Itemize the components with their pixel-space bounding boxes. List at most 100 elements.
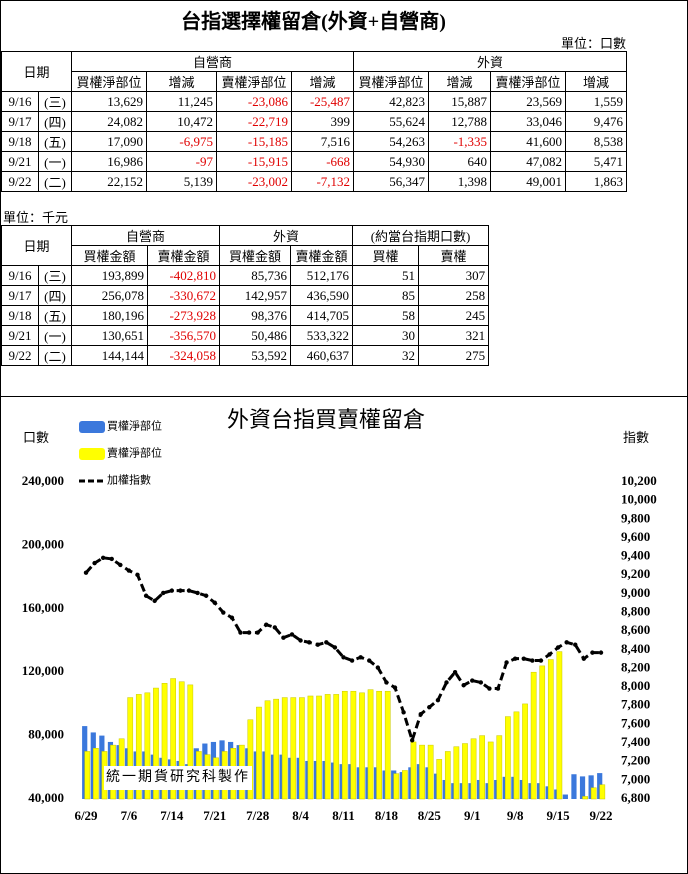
cell: 275 <box>418 345 490 366</box>
line-marker <box>375 665 381 670</box>
cell: 193,899 <box>71 265 149 286</box>
x-tick-label: 9/15 <box>547 808 571 823</box>
bar <box>299 697 305 800</box>
cell: (二) <box>37 345 73 366</box>
cell: -15,185 <box>216 131 293 152</box>
bar <box>588 775 594 799</box>
table-2: 日期 自營商 外資 (約當台指期口數) 買權金額 賣權金額 買權金額 賣權金額 買權 賣權 9/16… <box>1 225 490 366</box>
cell: 17,090 <box>71 131 148 152</box>
bar <box>187 684 194 800</box>
bar <box>127 697 134 800</box>
x-tick-label: 9/22 <box>589 808 612 823</box>
x-tick-label: 8/11 <box>332 808 354 823</box>
cell: 307 <box>418 265 490 286</box>
cell: 增減 <box>146 71 218 92</box>
cell: 9/18 <box>1 131 39 152</box>
bar <box>324 694 331 800</box>
x-tick-label: 7/6 <box>121 808 138 823</box>
bar <box>427 744 434 800</box>
cell: 258 <box>418 285 490 306</box>
bar <box>444 751 451 800</box>
cell: 42,823 <box>353 91 430 112</box>
cell: 56,347 <box>353 171 430 192</box>
line-marker <box>83 570 89 575</box>
bar <box>333 694 340 800</box>
x-tick-label: 9/1 <box>464 808 481 823</box>
cell: 9/17 <box>1 111 39 132</box>
cell: 賣權淨部位 <box>490 71 567 92</box>
y2-tick-label: 9,400 <box>621 548 650 563</box>
cell: 8,538 <box>565 131 628 152</box>
y2-tick-label: 7,600 <box>621 715 650 730</box>
line-marker <box>435 697 441 703</box>
cell: 日期 <box>1 225 73 266</box>
cell: 49,001 <box>490 171 567 192</box>
cell: 15,887 <box>428 91 492 112</box>
cell: -330,672 <box>147 285 221 306</box>
line-marker <box>246 630 252 635</box>
bar <box>571 774 577 799</box>
bar <box>393 773 400 800</box>
bar <box>599 784 606 800</box>
cell: 24,082 <box>71 111 148 132</box>
cell: 399 <box>291 111 355 132</box>
cell: 自營商 <box>71 225 221 246</box>
line-marker <box>221 610 226 615</box>
cell: 50,486 <box>219 325 292 346</box>
cell: 256,078 <box>71 285 149 306</box>
y2-tick-label: 7,400 <box>621 734 650 749</box>
line-marker <box>512 656 518 661</box>
cell: 85,736 <box>219 265 292 286</box>
x-tick-label: 8/25 <box>418 808 442 823</box>
page-title: 台指選擇權留倉(外資+自營商) <box>181 11 446 33</box>
line-marker <box>581 656 587 661</box>
y2-tick-label: 8,800 <box>621 604 650 619</box>
cell: 51 <box>352 265 420 286</box>
y2-tick-label: 9,200 <box>621 566 650 581</box>
cell: (五) <box>37 131 73 152</box>
cell: 54,263 <box>353 131 430 152</box>
bar <box>290 697 297 800</box>
cell: 142,957 <box>219 285 292 306</box>
cell: 賣權金額 <box>290 245 354 266</box>
bar <box>487 741 494 800</box>
y2-tick-label: 7,800 <box>621 697 650 712</box>
y-tick-label: 200,000 <box>22 536 64 551</box>
x-tick-label: 8/4 <box>292 808 309 823</box>
bar <box>505 716 511 800</box>
cell: 賣權金額 <box>147 245 221 266</box>
cell: 自營商 <box>71 51 355 72</box>
bar <box>579 776 586 799</box>
line-marker <box>298 638 303 643</box>
y2-tick-label: 8,600 <box>621 622 650 637</box>
cell: 1,863 <box>565 171 628 192</box>
bar <box>590 787 597 800</box>
unit: 單位：千元 <box>3 210 69 225</box>
bar <box>376 690 382 800</box>
line-marker <box>161 590 166 596</box>
x-tick-label: 9/8 <box>507 808 524 823</box>
y-tick-label: 240,000 <box>22 473 64 488</box>
annotation: 統一期貨研究科製作 <box>106 768 250 785</box>
cell: (四) <box>37 111 73 132</box>
bar <box>562 794 568 799</box>
cell: 321 <box>418 325 490 346</box>
line-marker <box>264 622 269 627</box>
unit: 單位：口數 <box>560 36 626 51</box>
line-marker <box>495 686 501 691</box>
bar <box>359 692 365 800</box>
cell: 外資 <box>353 51 628 72</box>
cell: 9/22 <box>1 345 39 366</box>
cell: -273,928 <box>147 305 221 326</box>
cell: 賣權淨部位 <box>216 71 293 92</box>
line-marker <box>521 656 526 661</box>
cell: 85 <box>352 285 420 306</box>
line-marker <box>203 593 209 598</box>
line-marker <box>186 588 192 593</box>
bar <box>341 690 348 800</box>
y2-tick-label: 10,200 <box>621 473 657 488</box>
cell: 23,569 <box>490 91 567 112</box>
line-marker <box>573 642 578 647</box>
bar <box>264 700 271 800</box>
